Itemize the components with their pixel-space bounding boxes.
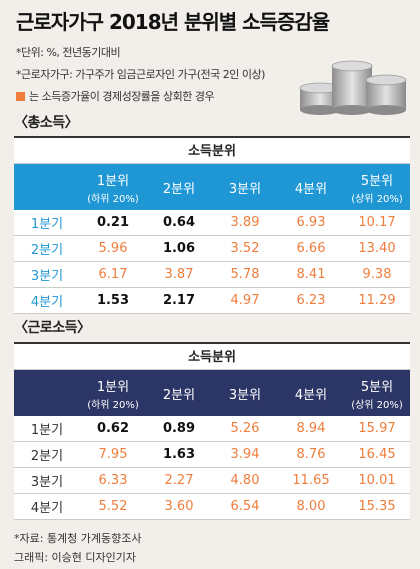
column-header: 4분위 [278, 370, 344, 416]
value-cell: 3.60 [164, 499, 194, 514]
row-label: 4분기 [30, 295, 64, 310]
value-cell: 5.52 [98, 499, 128, 514]
column-header: 1분위 (하위 20%) [80, 164, 146, 210]
value-cell: 11.29 [358, 293, 396, 308]
value-cell: 6.93 [296, 215, 326, 230]
table-row: 2분기 7.95 1.63 3.94 8.76 16.45 [14, 442, 410, 468]
value-cell: 0.64 [162, 215, 196, 230]
value-cell: 0.62 [96, 421, 130, 436]
column-header: 5분위 (상위 20%) [344, 370, 410, 416]
value-cell: 8.41 [296, 267, 326, 282]
value-cell: 8.76 [296, 447, 326, 462]
column-sublabel: (상위 20%) [351, 399, 403, 411]
source-note: *자료: 통계청 가계동향조사 [14, 532, 142, 545]
value-cell: 5.78 [230, 267, 260, 282]
column-sublabel: (하위 20%) [87, 193, 139, 205]
coin-stack-icon [299, 60, 407, 115]
column-sublabel: (하위 20%) [87, 399, 139, 411]
table-row: 4분기 5.52 3.60 6.54 8.00 15.35 [14, 494, 410, 520]
header-corner [14, 164, 80, 210]
table-row: 3분기 6.17 3.87 5.78 8.41 9.38 [14, 262, 410, 288]
column-label: 2분위 [162, 387, 196, 403]
value-cell: 0.89 [162, 421, 196, 436]
column-label: 2분위 [162, 181, 196, 197]
definition-note: *근로자가구: 가구주가 임금근로자인 가구(전국 2인 이상) [16, 68, 265, 81]
highlight-swatch [16, 92, 25, 101]
table-row: 2분기 5.96 1.06 3.52 6.66 13.40 [14, 236, 410, 262]
column-label: 4분위 [294, 181, 328, 197]
column-label: 3분위 [228, 181, 262, 197]
column-header: 3분위 [212, 164, 278, 210]
row-label: 2분기 [30, 243, 64, 258]
column-header: 3분위 [212, 370, 278, 416]
column-header: 1분위 (하위 20%) [80, 370, 146, 416]
value-cell: 3.89 [230, 215, 260, 230]
value-cell: 13.40 [358, 241, 396, 256]
table-row: 1분기 0.21 0.64 3.89 6.93 10.17 [14, 210, 410, 236]
group-header: 소득분위 [14, 342, 410, 370]
column-label: 3분위 [228, 387, 262, 403]
column-header: 4분위 [278, 164, 344, 210]
value-cell: 4.97 [230, 293, 260, 308]
value-cell: 15.97 [358, 421, 396, 436]
value-cell: 8.94 [296, 421, 326, 436]
labor-income-title: 〈근로소득〉 [14, 320, 91, 336]
labor-income-table: 소득분위 1분위 (하위 20%) 2분위 3분위 4분위 5분위 (상위 20%) 1분기 0.… [14, 342, 410, 520]
value-cell: 1.06 [162, 241, 196, 256]
unit-note: *단위: %, 전년동기대비 [16, 46, 121, 59]
value-cell: 6.33 [98, 473, 128, 488]
table-row: 3분기 6.33 2.27 4.80 11.65 10.01 [14, 468, 410, 494]
value-cell: 10.01 [358, 473, 396, 488]
column-label: 1분위 [96, 173, 130, 189]
table-row: 4분기 1.53 2.17 4.97 6.23 11.29 [14, 288, 410, 314]
column-header: 5분위 (상위 20%) [344, 164, 410, 210]
legend-note: 는 소득증가율이 경제성장률을 상회한 경우 [16, 88, 215, 104]
column-header-row: 1분위 (하위 20%) 2분위 3분위 4분위 5분위 (상위 20%) [14, 370, 410, 416]
value-cell: 1.53 [96, 293, 130, 308]
value-cell: 3.87 [164, 267, 194, 282]
table-row: 1분기 0.62 0.89 5.26 8.94 15.97 [14, 416, 410, 442]
value-cell: 2.27 [164, 473, 194, 488]
value-cell: 5.26 [230, 421, 260, 436]
value-cell: 2.17 [162, 293, 196, 308]
credit-note: 그래픽: 이승현 디자인기자 [14, 551, 137, 564]
group-header: 소득분위 [14, 136, 410, 164]
column-label: 4분위 [294, 387, 328, 403]
legend-text: 는 소득증가율이 경제성장률을 상회한 경우 [29, 90, 215, 103]
column-sublabel: (상위 20%) [351, 193, 403, 205]
value-cell: 10.17 [358, 215, 396, 230]
value-cell: 6.23 [296, 293, 326, 308]
column-header-row: 1분위 (하위 20%) 2분위 3분위 4분위 5분위 (상위 20%) [14, 164, 410, 210]
row-label: 1분기 [30, 423, 64, 438]
row-label: 3분기 [30, 475, 64, 490]
value-cell: 0.21 [96, 215, 130, 230]
value-cell: 6.17 [98, 267, 128, 282]
row-label: 1분기 [30, 217, 64, 232]
value-cell: 3.52 [230, 241, 260, 256]
value-cell: 9.38 [362, 267, 392, 282]
column-label: 5분위 [360, 173, 394, 189]
value-cell: 4.80 [230, 473, 260, 488]
page-title: 근로자가구 2018년 분위별 소득증감율 [16, 10, 330, 34]
row-label: 4분기 [30, 501, 64, 516]
value-cell: 7.95 [98, 447, 128, 462]
header-corner [14, 370, 80, 416]
row-label: 2분기 [30, 449, 64, 464]
column-header: 2분위 [146, 164, 212, 210]
total-income-title: 〈총소득〉 [14, 115, 79, 131]
value-cell: 11.65 [292, 473, 330, 488]
value-cell: 16.45 [358, 447, 396, 462]
column-label: 5분위 [360, 379, 394, 395]
column-label: 1분위 [96, 379, 130, 395]
row-label: 3분기 [30, 269, 64, 284]
value-cell: 6.54 [230, 499, 260, 514]
total-income-table: 소득분위 1분위 (하위 20%) 2분위 3분위 4분위 5분위 (상위 20%) 1분기 0.… [14, 136, 410, 314]
value-cell: 6.66 [296, 241, 326, 256]
value-cell: 15.35 [358, 499, 396, 514]
value-cell: 5.96 [98, 241, 128, 256]
value-cell: 8.00 [296, 499, 326, 514]
column-header: 2분위 [146, 370, 212, 416]
value-cell: 3.94 [230, 447, 260, 462]
value-cell: 1.63 [162, 447, 196, 462]
